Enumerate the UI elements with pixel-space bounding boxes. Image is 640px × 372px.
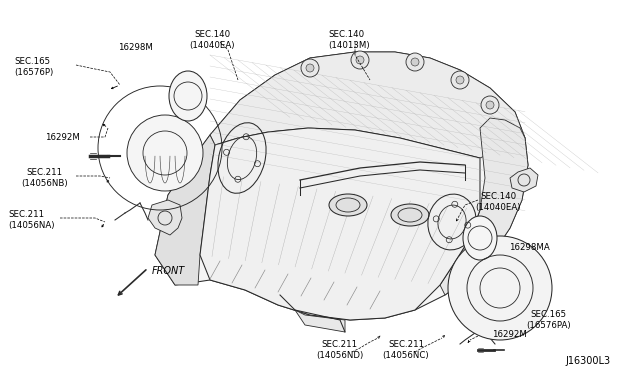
Ellipse shape — [169, 71, 207, 121]
Circle shape — [301, 59, 319, 77]
Text: (14056NB): (14056NB) — [21, 179, 68, 188]
Circle shape — [127, 115, 203, 191]
Text: (14056ND): (14056ND) — [316, 351, 364, 360]
Text: (16576PA): (16576PA) — [526, 321, 571, 330]
Text: SEC.211: SEC.211 — [26, 168, 62, 177]
Polygon shape — [510, 168, 538, 192]
Text: SEC.165: SEC.165 — [530, 310, 566, 319]
Circle shape — [406, 53, 424, 71]
Text: (14040EA): (14040EA) — [189, 41, 234, 50]
Circle shape — [456, 76, 464, 84]
Text: (14040EA): (14040EA) — [475, 203, 520, 212]
Ellipse shape — [463, 216, 497, 260]
Circle shape — [411, 58, 419, 66]
Circle shape — [486, 101, 494, 109]
Text: SEC.140: SEC.140 — [194, 30, 230, 39]
Text: (14056NC): (14056NC) — [382, 351, 429, 360]
Text: SEC.211: SEC.211 — [8, 210, 44, 219]
Polygon shape — [155, 52, 528, 320]
Text: (16576P): (16576P) — [14, 68, 53, 77]
Text: J16300L3: J16300L3 — [565, 356, 610, 366]
Text: (14013M): (14013M) — [328, 41, 370, 50]
Circle shape — [351, 51, 369, 69]
Polygon shape — [155, 135, 215, 285]
Text: 16298MA: 16298MA — [509, 243, 550, 252]
Text: (14056NA): (14056NA) — [8, 221, 54, 230]
Circle shape — [451, 71, 469, 89]
Circle shape — [448, 236, 552, 340]
Polygon shape — [440, 118, 528, 295]
Text: 16292M: 16292M — [45, 133, 80, 142]
Ellipse shape — [329, 194, 367, 216]
Text: SEC.211: SEC.211 — [388, 340, 424, 349]
Text: FRONT: FRONT — [152, 266, 185, 276]
Text: SEC.140: SEC.140 — [328, 30, 364, 39]
Circle shape — [356, 56, 364, 64]
Text: SEC.211: SEC.211 — [321, 340, 357, 349]
Circle shape — [306, 64, 314, 72]
Polygon shape — [200, 128, 480, 320]
Text: SEC.140: SEC.140 — [480, 192, 516, 201]
Text: 16292M: 16292M — [492, 330, 527, 339]
Text: SEC.165: SEC.165 — [14, 57, 50, 66]
Ellipse shape — [391, 204, 429, 226]
Polygon shape — [210, 52, 525, 158]
Circle shape — [481, 96, 499, 114]
Polygon shape — [148, 200, 182, 235]
Polygon shape — [295, 310, 345, 332]
Text: 16298M: 16298M — [118, 43, 153, 52]
